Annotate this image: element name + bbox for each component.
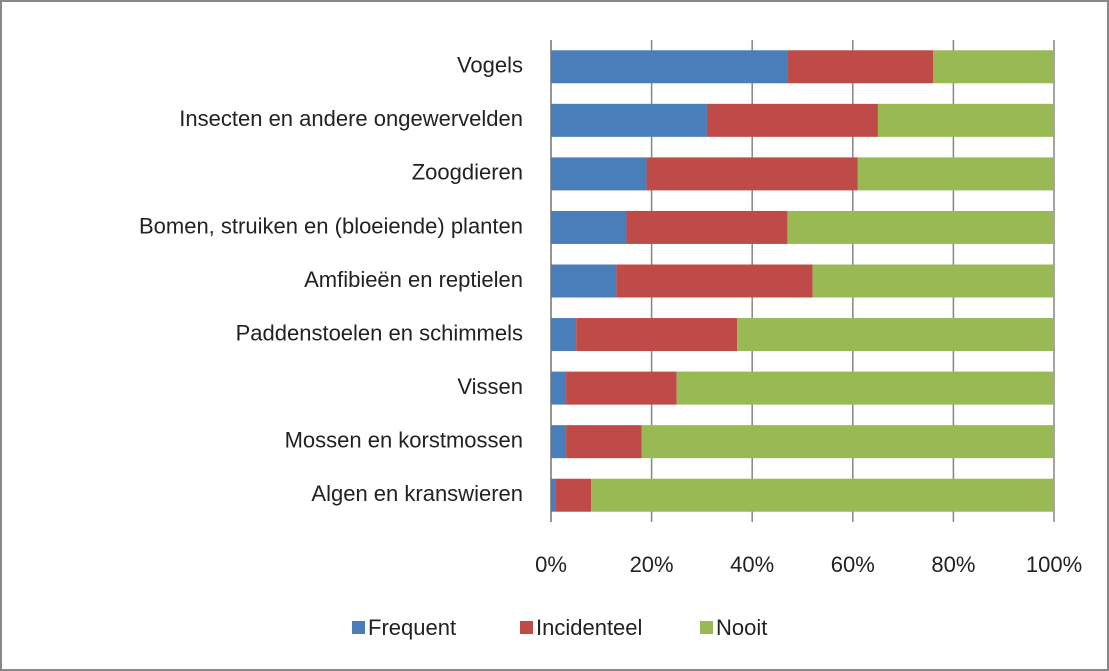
y-tick-label: Insecten en andere ongewervelden [179,106,523,131]
bar-segment [551,425,567,459]
bar-segment [551,371,567,405]
x-tick-label: 100% [1026,552,1082,577]
y-tick-label: Algen en kranswieren [311,481,523,506]
x-tick-label: 0% [535,552,567,577]
bar-segment [933,50,1054,84]
x-tick-label: 60% [831,552,875,577]
bar-segment [551,157,647,191]
bar-segment [646,157,858,191]
bar-segment [706,103,878,137]
bar-segment [676,371,1054,405]
y-tick-label: Bomen, struiken en (bloeiende) planten [139,213,523,238]
bar-segment [551,264,617,298]
y-tick-label: Vissen [457,374,523,399]
bar-segment [551,478,557,512]
legend-swatch [352,621,365,634]
bar-segment [551,318,577,352]
bar-segment [551,103,707,137]
y-tick-label: Vogels [457,53,523,78]
bar-segment [737,318,1054,352]
bar-segment [626,210,788,244]
x-tick-label: 40% [730,552,774,577]
bar-segment [616,264,813,298]
x-tick-label: 80% [931,552,975,577]
bar-segment [787,210,1054,244]
bar-segment [551,210,627,244]
bar-segment [566,425,642,459]
bar-segment [576,318,738,352]
bar-segment [551,50,788,84]
legend-label: Nooit [716,615,767,640]
bar-segment [641,425,1054,459]
legend-swatch [700,621,713,634]
y-tick-label: Amfibieën en reptielen [304,267,523,292]
bar-segment [877,103,1054,137]
bar-segment [812,264,1054,298]
y-tick-label: Zoogdieren [412,160,523,185]
bar-segment [566,371,677,405]
bar-segment [556,478,592,512]
legend-label: Incidenteel [536,615,642,640]
legend-label: Frequent [368,615,456,640]
x-tick-label: 20% [630,552,674,577]
y-tick-label: Paddenstoelen en schimmels [236,320,523,345]
y-tick-label: Mossen en korstmossen [285,427,523,452]
bar-segment [857,157,1054,191]
bar-segment [787,50,934,84]
bar-segment [591,478,1054,512]
legend-swatch [520,621,533,634]
